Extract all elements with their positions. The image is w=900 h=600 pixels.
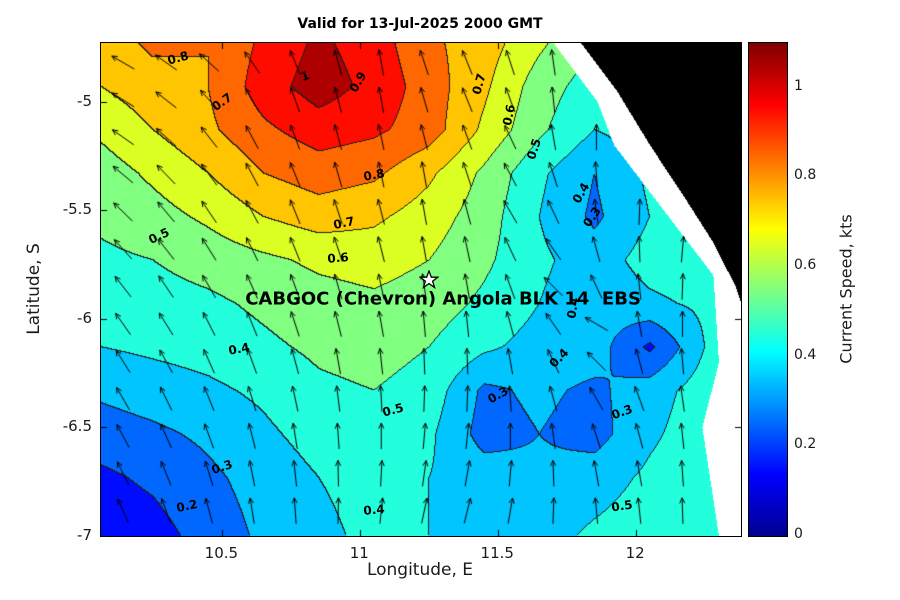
colorbar-tick-label: 0.2: [794, 436, 817, 453]
contour-label: 1: [298, 67, 312, 84]
contour-map-canvas: [101, 43, 741, 536]
contour-label: 0.6: [327, 250, 350, 266]
x-tick-label: 11.5: [480, 544, 514, 562]
x-axis-label: Longitude, E: [366, 560, 474, 580]
contour-label: 0.6: [500, 102, 519, 127]
station-star-icon: [419, 269, 440, 289]
y-tick-label: -7: [77, 526, 92, 544]
y-tick-label: -5.5: [62, 200, 92, 219]
station-annotation: CABGOC (Chevron) Angola BLK 14 EBS: [245, 288, 641, 310]
contour-label: 0.7: [469, 72, 489, 97]
colorbar-tick-label: 1: [794, 77, 803, 94]
contour-label: 0.5: [610, 497, 634, 515]
contour-label: 0.4: [227, 340, 251, 358]
contour-label: 0.5: [146, 225, 172, 248]
contour-label: 0.4: [362, 502, 386, 518]
colorbar-tick-label: 0: [794, 526, 803, 542]
contour-label: 0.8: [166, 48, 191, 68]
colorbar-label: Current Speed, kts: [836, 214, 856, 364]
plot-area: 0.8 1 0.9 0.7 0.7 0.6 0.5 0.8 0.4 0.3 0.7 0.5 0.6 0.4…: [100, 42, 742, 537]
contour-label: 0.7: [209, 89, 236, 114]
colorbar-gradient: [749, 43, 787, 536]
x-tick-label: 11: [349, 544, 369, 562]
plot-title: Valid for 13-Jul-2025 2000 GMT: [297, 16, 543, 32]
contour-label: 0.3: [580, 204, 604, 230]
contour-label: 0.5: [381, 400, 406, 420]
contour-label: 0.3: [210, 456, 235, 477]
contour-label: 0.4: [569, 180, 593, 206]
contour-label: 0.4: [546, 345, 572, 371]
contour-label: 0.3: [609, 401, 635, 423]
x-tick-label: 10.5: [204, 544, 239, 562]
contour-label: 0.2: [174, 496, 199, 515]
contour-label: 0.7: [331, 214, 356, 233]
colorbar-tick-label: 0.6: [794, 257, 817, 274]
contour-label: 0.9: [346, 69, 369, 95]
contour-label: 0.8: [362, 166, 386, 185]
x-tick-label: 12: [625, 544, 645, 562]
y-tick-label: -6: [77, 308, 92, 327]
colorbar: [748, 42, 788, 537]
contour-label: 0.3: [485, 383, 511, 407]
y-tick-label: -5: [77, 91, 92, 110]
y-tick-label: -6.5: [62, 417, 92, 436]
colorbar-tick-label: 0.8: [794, 167, 817, 184]
y-axis-label: Latitude, S: [24, 243, 44, 335]
colorbar-tick-label: 0.4: [794, 346, 817, 363]
contour-label: 0.5: [524, 137, 545, 162]
